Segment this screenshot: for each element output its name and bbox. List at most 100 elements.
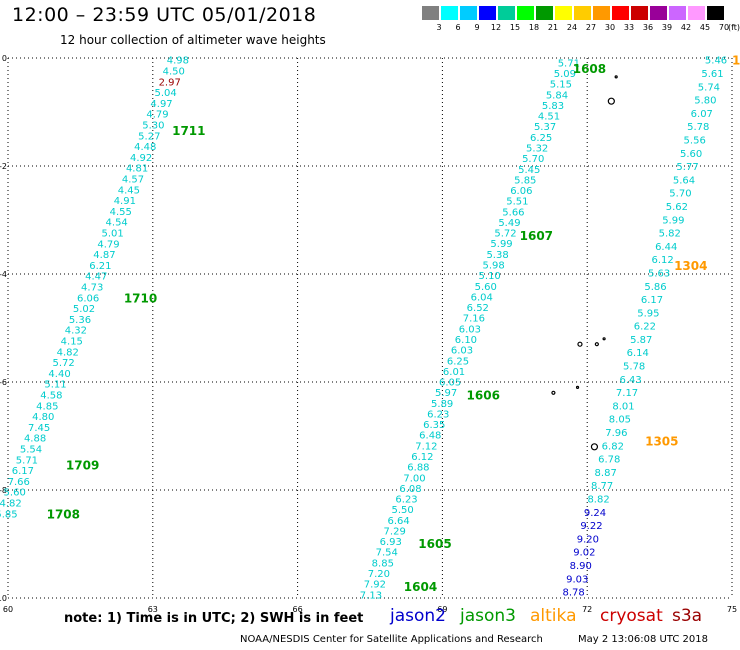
legend-tick: 18 (528, 23, 540, 32)
wave-height-value: 5.78 (623, 362, 645, 373)
wave-height-value: 5.84 (546, 90, 568, 101)
wave-height-value: 4.47 (85, 272, 107, 283)
island-outline (614, 75, 618, 79)
wave-height-value: 5.61 (701, 69, 723, 80)
wave-height-value: 5.71 (558, 58, 580, 69)
wave-height-value: 4.15 (61, 337, 83, 348)
pass-label: 1608 (573, 62, 606, 76)
wave-height-value: 5.95 (637, 308, 659, 319)
legend-swatch (441, 6, 458, 20)
wave-height-value: 4.98 (167, 56, 189, 67)
satellite-label-s3a: s3a (672, 606, 703, 626)
island-outline (607, 97, 615, 105)
lat-tick-label: -8 (0, 486, 7, 495)
lat-tick-label: -10 (0, 594, 7, 603)
lat-tick-label: -4 (0, 270, 7, 279)
timestamp-text: May 2 13:06:08 UTC 2018 (578, 634, 708, 645)
wave-height-value: 5.60 (680, 149, 702, 160)
legend-swatch (460, 6, 477, 20)
legend-tick: 12 (490, 23, 502, 32)
pass-label: 1607 (520, 229, 553, 243)
island-outline (594, 342, 599, 347)
island-outline (602, 337, 606, 341)
lon-tick-label: 72 (582, 605, 592, 614)
note-text: note: 1) Time is in UTC; 2) SWH is in fe… (64, 611, 364, 626)
wave-height-value: 5.62 (666, 202, 688, 213)
legend-swatch (498, 6, 515, 20)
wave-height-value: 7.29 (384, 526, 406, 537)
wave-height-value: 7.92 (364, 580, 386, 591)
wave-height-value: 5.71 (16, 455, 38, 466)
pass-label: 1709 (66, 459, 99, 473)
legend-swatch (479, 6, 496, 20)
legend-tick: 36 (642, 23, 654, 32)
wave-height-value: 5.89 (431, 399, 453, 410)
island-outline (577, 341, 583, 347)
wave-height-value: 9.03 (566, 574, 588, 585)
pass-labels: 1711 1710 1709 1708 1608 1607 1606 1605 1604 1304… (47, 54, 740, 595)
pass-label: 1305 (645, 434, 678, 448)
wave-height-value: 6.25 (530, 133, 552, 144)
grid-lines (7, 57, 733, 599)
wave-height-value: 6.04 (471, 292, 493, 303)
wave-height-value: 6.44 (655, 242, 677, 253)
wave-height-value: 6.78 (598, 455, 620, 466)
wave-height-value: 5.54 (20, 445, 42, 456)
wave-height-value: 4.87 (93, 250, 115, 261)
legend-swatch (612, 6, 629, 20)
wave-height-value: 7.20 (368, 569, 390, 580)
legend-swatch (650, 6, 667, 20)
legend-tick: 70 (718, 23, 730, 32)
wave-height-value: 6.06 (77, 293, 99, 304)
wave-height-value: 8.78 (563, 588, 585, 599)
wave-height-value: 6.12 (652, 255, 674, 266)
wave-height-value: 5.45 (518, 165, 540, 176)
wave-height-value: 5.37 (534, 122, 556, 133)
wave-height-value: 8.77 (591, 481, 613, 492)
island-outline (590, 443, 599, 451)
wave-height-value: 5.60 (4, 488, 26, 499)
legend-tick: 3 (436, 23, 442, 32)
wave-height-value: 9.20 (577, 534, 599, 545)
pass-label: 1605 (418, 537, 451, 551)
wave-height-value: 8.82 (587, 495, 609, 506)
legend-swatch (517, 6, 534, 20)
pass-label: 1711 (172, 124, 205, 138)
wave-height-value: 9.22 (580, 521, 602, 532)
wave-height-value: 5.85 (0, 509, 18, 520)
wave-height-value: 5.01 (101, 229, 123, 240)
wave-height-value: 4.45 (118, 185, 140, 196)
wave-height-value: 4.80 (32, 412, 54, 423)
wave-height-value: 9.02 (573, 548, 595, 559)
wave-height-value: 5.72 (53, 358, 75, 369)
legend-tick: 24 (566, 23, 578, 32)
wave-height-value: 6.43 (619, 375, 641, 386)
wave-height-value: 4.54 (106, 218, 128, 229)
pass-label: 1304 (674, 259, 707, 273)
wave-height-value: 5.97 (435, 388, 457, 399)
wave-height-value: 5.85 (514, 175, 536, 186)
wave-height-value: 6.08 (399, 484, 421, 495)
wave-height-value: 5.30 (142, 121, 164, 132)
wave-height-value: 4.79 (146, 110, 168, 121)
wave-height-value: 5.86 (644, 282, 666, 293)
wave-height-value: 5.72 (494, 229, 516, 240)
wave-height-value: 5.80 (694, 96, 716, 107)
pass-label: 1604 (404, 580, 437, 594)
wave-height-value: 5.32 (526, 144, 548, 155)
wave-height-value: 5.70 (669, 189, 691, 200)
wave-height-value: 4.50 (163, 67, 185, 78)
wave-height-value: 5.10 (479, 271, 501, 282)
legend-unit: (ft) (727, 23, 740, 32)
legend-tick: 15 (509, 23, 521, 32)
wave-height-value: 4.79 (97, 239, 119, 250)
lon-tick-label: 69 (437, 605, 447, 614)
wave-height-value: 5.38 (486, 250, 508, 261)
wave-height-value: 6.25 (447, 356, 469, 367)
legend-tick: 27 (585, 23, 597, 32)
wave-height-value: 4.81 (126, 164, 148, 175)
lon-tick-label: 63 (148, 605, 158, 614)
pass-label: 1710 (124, 291, 157, 305)
wave-height-value: 5.46 (705, 56, 727, 67)
